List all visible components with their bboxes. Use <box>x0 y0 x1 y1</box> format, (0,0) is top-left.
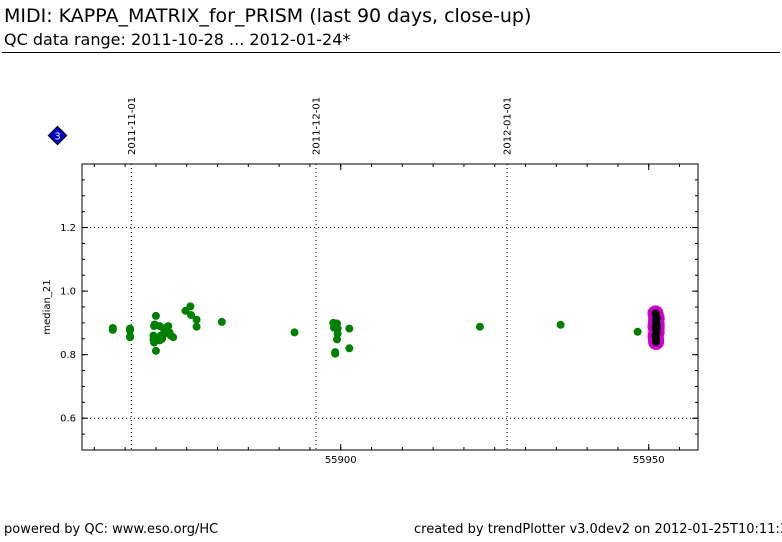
data-point <box>126 326 135 335</box>
date-marker-label: 2012-01-01 <box>503 97 514 155</box>
data-point <box>155 336 164 345</box>
data-point <box>108 325 117 334</box>
plot-area-frame <box>81 163 699 451</box>
header-divider <box>2 52 780 53</box>
data-point <box>333 335 342 344</box>
data-point <box>345 324 354 333</box>
data-point <box>331 349 340 358</box>
data-point <box>164 322 173 331</box>
data-point <box>150 322 159 331</box>
y-tick-label: 1.2 <box>60 223 76 234</box>
data-point <box>192 315 201 324</box>
data-point <box>290 328 299 337</box>
data-point <box>126 333 135 342</box>
data-point <box>187 310 196 319</box>
y-tick-label: 0.8 <box>60 350 76 361</box>
status-badge: 3 <box>47 125 68 146</box>
x-tick-label: 55950 <box>633 455 665 466</box>
x-tick-label: 55900 <box>325 455 357 466</box>
recent-point <box>652 314 661 323</box>
y-tick-label: 1.0 <box>60 287 76 298</box>
page-subtitle: QC data range: 2011-10-28 ... 2012-01-24… <box>4 30 351 49</box>
data-point <box>186 302 195 311</box>
date-marker-label: 2011-11-01 <box>127 97 138 155</box>
data-point <box>169 333 178 342</box>
data-point <box>192 322 201 331</box>
date-marker-labels: 2011-11-01 2011-12-01 2012-01-01 <box>127 97 514 155</box>
badge-diamond <box>47 125 68 146</box>
recent-point <box>652 337 661 346</box>
y-tick-label: 0.6 <box>60 414 76 425</box>
footer-powered-by: powered by QC: www.eso.org/HC <box>4 522 219 537</box>
x-axis-ticks: 55900 55950 <box>325 164 665 466</box>
data-point <box>475 322 484 331</box>
data-point <box>556 320 565 329</box>
data-point <box>151 311 160 320</box>
y-axis-ticks: 0.6 0.8 1.0 1.2 <box>60 223 698 425</box>
data-point <box>345 344 354 353</box>
page-title: MIDI: KAPPA_MATRIX_for_PRISM (last 90 da… <box>4 5 532 27</box>
data-point <box>633 327 642 336</box>
data-points <box>108 302 665 358</box>
data-point <box>217 317 226 326</box>
y-axis-label: median_21 <box>42 279 53 334</box>
badge-label: 3 <box>54 132 60 143</box>
minor-ticks <box>82 163 698 451</box>
footer-created-by: created by trendPlotter v3.0dev2 on 2012… <box>414 522 782 537</box>
recent-point <box>652 323 661 332</box>
gridlines <box>82 164 698 450</box>
data-point <box>151 346 160 355</box>
date-marker-label: 2011-12-01 <box>312 97 323 155</box>
